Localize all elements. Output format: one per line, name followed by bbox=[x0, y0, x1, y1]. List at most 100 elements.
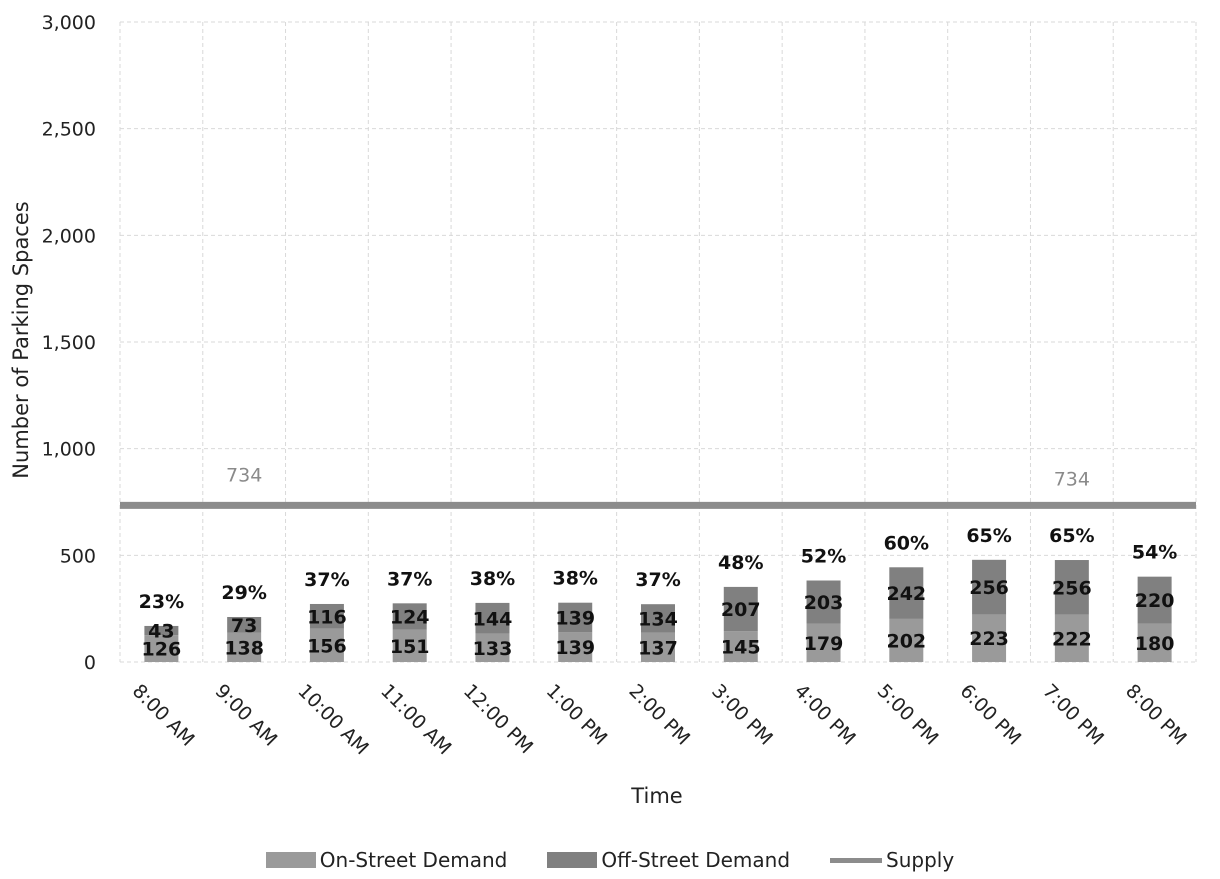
percent-label: 23% bbox=[139, 591, 184, 613]
percent-label: 48% bbox=[718, 552, 763, 574]
legend-item-supply: Supply bbox=[830, 848, 954, 872]
legend: On-Street Demand Off-Street Demand Suppl… bbox=[0, 848, 1220, 872]
y-tick-label: 1,500 bbox=[42, 332, 96, 354]
bar-off-street bbox=[309, 603, 344, 629]
percent-label: 65% bbox=[1049, 525, 1094, 547]
data-label-off-street: 256 bbox=[969, 577, 1009, 599]
data-label-on-street: 138 bbox=[224, 637, 264, 659]
data-label-on-street: 133 bbox=[473, 638, 513, 660]
bar-off-street bbox=[144, 625, 179, 636]
bar-off-street bbox=[558, 602, 593, 633]
bar-off-street bbox=[392, 603, 427, 630]
legend-item-on-street: On-Street Demand bbox=[265, 848, 508, 872]
x-tick-label: 3:00 PM bbox=[707, 680, 777, 750]
percent-label: 60% bbox=[884, 532, 929, 554]
x-axis-ticks: 8:00 AM 9:00 AM 10:00 AM 11:00 AM 12:00 PM 1:… bbox=[128, 680, 1191, 759]
bar-on-street bbox=[1054, 614, 1089, 662]
data-label-on-street: 126 bbox=[142, 639, 182, 661]
data-label-off-street: 207 bbox=[721, 599, 761, 621]
data-label-off-street: 256 bbox=[1052, 577, 1092, 599]
x-tick-label: 5:00 PM bbox=[873, 680, 943, 750]
percent-label: 37% bbox=[635, 569, 680, 591]
bar-off-street bbox=[1054, 560, 1089, 615]
data-label-on-street: 179 bbox=[804, 633, 844, 655]
data-label-off-street: 144 bbox=[473, 608, 513, 630]
bar-on-street bbox=[641, 632, 675, 662]
x-tick-label: 8:00 AM bbox=[128, 680, 199, 751]
y-tick-label: 3,000 bbox=[42, 12, 96, 34]
data-label-off-street: 134 bbox=[638, 608, 678, 630]
x-tick-label: 12:00 PM bbox=[459, 680, 537, 758]
percent-label: 29% bbox=[221, 582, 266, 604]
data-label-on-street: 222 bbox=[1052, 628, 1092, 650]
x-tick-label: 2:00 PM bbox=[624, 680, 694, 750]
data-label-on-street: 180 bbox=[1135, 633, 1175, 655]
data-label-on-street: 156 bbox=[307, 635, 347, 657]
data-label-off-street: 43 bbox=[148, 621, 174, 643]
data-label-on-street: 151 bbox=[390, 636, 430, 658]
bar-off-street bbox=[889, 567, 924, 619]
y-tick-label: 1,000 bbox=[42, 439, 96, 461]
percent-label: 38% bbox=[470, 568, 515, 590]
percent-label: 38% bbox=[552, 568, 597, 590]
y-tick-label: 500 bbox=[60, 545, 96, 567]
data-label-off-street: 242 bbox=[886, 583, 926, 605]
y-axis-title: Number of Parking Spaces bbox=[9, 201, 33, 478]
bar-on-street bbox=[889, 618, 924, 662]
data-label-off-street: 220 bbox=[1135, 590, 1175, 612]
bar-on-street bbox=[227, 632, 262, 662]
x-tick-label: 10:00 AM bbox=[293, 680, 372, 759]
bar-on-street bbox=[723, 631, 758, 662]
bar-on-street bbox=[309, 628, 344, 662]
percent-label: 37% bbox=[304, 569, 349, 591]
bar-off-street bbox=[972, 559, 1007, 615]
legend-swatch-on-street bbox=[265, 852, 316, 868]
x-tick-label: 9:00 AM bbox=[211, 680, 282, 751]
bar-on-street bbox=[972, 614, 1007, 662]
data-label-off-street: 124 bbox=[390, 607, 430, 629]
data-label-on-street: 202 bbox=[886, 630, 926, 652]
bar-off-street bbox=[641, 604, 675, 633]
data-label-off-street: 116 bbox=[307, 606, 347, 628]
bar-off-street bbox=[1137, 576, 1172, 624]
legend-swatch-off-street bbox=[547, 852, 598, 868]
data-label-on-street: 137 bbox=[638, 637, 678, 659]
supply-label: 734 bbox=[226, 464, 262, 486]
percent-label: 52% bbox=[801, 546, 846, 568]
x-axis-title: Time bbox=[630, 784, 682, 808]
bar-off-street bbox=[806, 580, 841, 624]
supply-label: 734 bbox=[1054, 468, 1090, 490]
bar-off-street bbox=[227, 616, 262, 633]
percent-label: 54% bbox=[1132, 542, 1177, 564]
x-tick-label: 4:00 PM bbox=[790, 680, 860, 750]
legend-label-on-street: On-Street Demand bbox=[319, 848, 508, 872]
data-label-on-street: 139 bbox=[555, 637, 595, 659]
legend-label-off-street: Off-Street Demand bbox=[601, 848, 791, 872]
x-tick-label: 1:00 PM bbox=[542, 680, 612, 750]
x-tick-label: 8:00 PM bbox=[1121, 680, 1191, 750]
bar-on-street bbox=[1137, 623, 1172, 662]
data-label-off-street: 139 bbox=[555, 608, 595, 630]
x-tick-label: 11:00 AM bbox=[376, 680, 455, 759]
supply-line-group: 734 734 bbox=[120, 464, 1196, 509]
data-label-on-street: 223 bbox=[969, 628, 1009, 650]
gridlines bbox=[119, 21, 1197, 663]
y-tick-label: 2,000 bbox=[42, 225, 96, 247]
data-label-off-street: 203 bbox=[804, 592, 844, 614]
bar-on-street bbox=[475, 633, 510, 662]
legend-swatch-supply bbox=[830, 857, 883, 863]
x-tick-label: 6:00 PM bbox=[956, 680, 1026, 750]
data-label-on-street: 145 bbox=[721, 637, 761, 659]
percent-label: 37% bbox=[387, 568, 432, 590]
bar-on-street bbox=[806, 623, 841, 662]
bar-on-street bbox=[144, 635, 179, 662]
data-label-off-street: 73 bbox=[231, 615, 257, 637]
x-tick-label: 7:00 PM bbox=[1038, 680, 1108, 750]
bar-on-street bbox=[558, 632, 593, 662]
bar-off-street bbox=[723, 586, 758, 632]
y-axis-ticks: 0 500 1,000 1,500 2,000 2,500 3,000 bbox=[42, 12, 96, 674]
bar-off-street bbox=[475, 602, 510, 634]
y-tick-label: 0 bbox=[84, 652, 96, 674]
